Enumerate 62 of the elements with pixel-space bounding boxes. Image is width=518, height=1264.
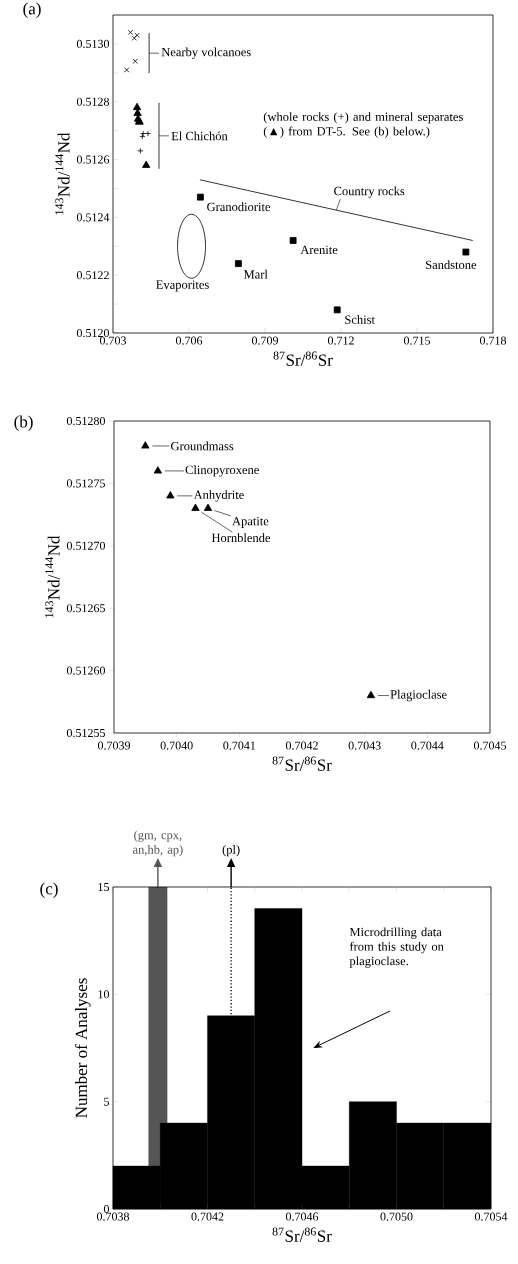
annotation: Groundmass [171,441,234,451]
annotation: Granodiorite [207,202,271,212]
x-tick-label: 0.703 [99,336,127,345]
x-axis-title: $^{87}$Sr/$^{86}$Sr [273,351,333,366]
annotation: Microdrilling data from this study on plagioclase. [349,927,444,968]
annotation: Evaporites [156,280,209,292]
x-tick-label: 0.7050 [380,1212,413,1221]
annotation: Arenite [300,245,338,255]
y-tick-label: 10 [98,990,109,999]
x-tick-label: 0.7043 [348,741,381,750]
annotation: Schist [345,315,375,324]
x-axis-title: $^{87}$Sr/$^{86}$Sr [272,756,332,771]
y-tick-label: 0.51260 [66,666,105,675]
x-tick-label: 0.7042 [285,741,318,750]
ref-line-label: (pl) [222,844,240,857]
annotation: Apatite [232,516,269,528]
y-tick-label: 0.51280 [66,416,105,426]
x-tick-label: 0.7042 [191,1212,224,1221]
y-tick-label: 0.5124 [76,213,110,222]
band-label: (gm, cpx, an,hb, ap) [132,830,183,857]
y-tick-label: 0.51270 [66,541,105,550]
chart-title: (a) [23,2,41,18]
x-tick-label: 0.7041 [223,741,256,750]
chart-title: (b) [14,415,33,431]
x-tick-label: 0.7039 [97,741,130,750]
annotation: (whole rocks (+) and mineral separates (▲) from DT-5. See (b) below.) [263,112,463,139]
x-tick-label: 0.706 [175,336,203,345]
x-tick-label: 0.7046 [285,1212,319,1221]
x-tick-label: 0.7044 [411,741,444,750]
annotation: Anhydrite [193,490,244,502]
y-tick-label: 0.51275 [66,479,105,488]
x-tick-label: 0.7040 [160,741,193,750]
x-tick-label: 0.7045 [473,741,507,750]
x-tick-label: 0.718 [479,336,507,345]
y-axis-title: $^{143}$Nd/$^{144}$Nd [45,535,60,618]
chart-title: (c) [40,882,58,898]
annotation: Nearby volcanoes [161,47,251,59]
y-tick-label: 15 [98,882,109,891]
x-tick-label: 0.7038 [96,1212,130,1221]
y-tick-label: 0.51265 [66,604,105,613]
series-label: Country rocks [334,186,405,198]
annotation: Hornblende [211,533,271,543]
y-tick-label: 0.51255 [66,728,105,738]
x-tick-label: 0.709 [251,336,278,345]
x-tick-label: 0.715 [403,336,431,345]
annotation: Plagioclase [390,689,447,702]
x-tick-label: 0.7054 [474,1212,508,1221]
y-tick-label: 0.5122 [76,271,109,280]
y-tick-label: 0.5128 [76,97,109,106]
x-axis-title: $^{87}$Sr/$^{86}$Sr [272,1227,332,1242]
annotation: Marl [243,269,268,279]
annotation: Sandstone [426,260,477,270]
y-tick-label: 0.5130 [76,39,109,48]
annotation: Clinopyroxene [185,465,259,477]
y-tick-label: 0 [103,1204,109,1214]
annotation: El Chichón [171,131,228,141]
y-tick-label: 5 [104,1097,109,1106]
x-tick-label: 0.712 [327,336,354,345]
y-axis-title: $^{143}$Nd/$^{144}$Nd [55,132,70,215]
y-tick-label: 0.5120 [76,328,109,338]
y-tick-label: 0.5126 [76,155,110,164]
y-axis-title: Number of Analyses [74,978,91,1118]
